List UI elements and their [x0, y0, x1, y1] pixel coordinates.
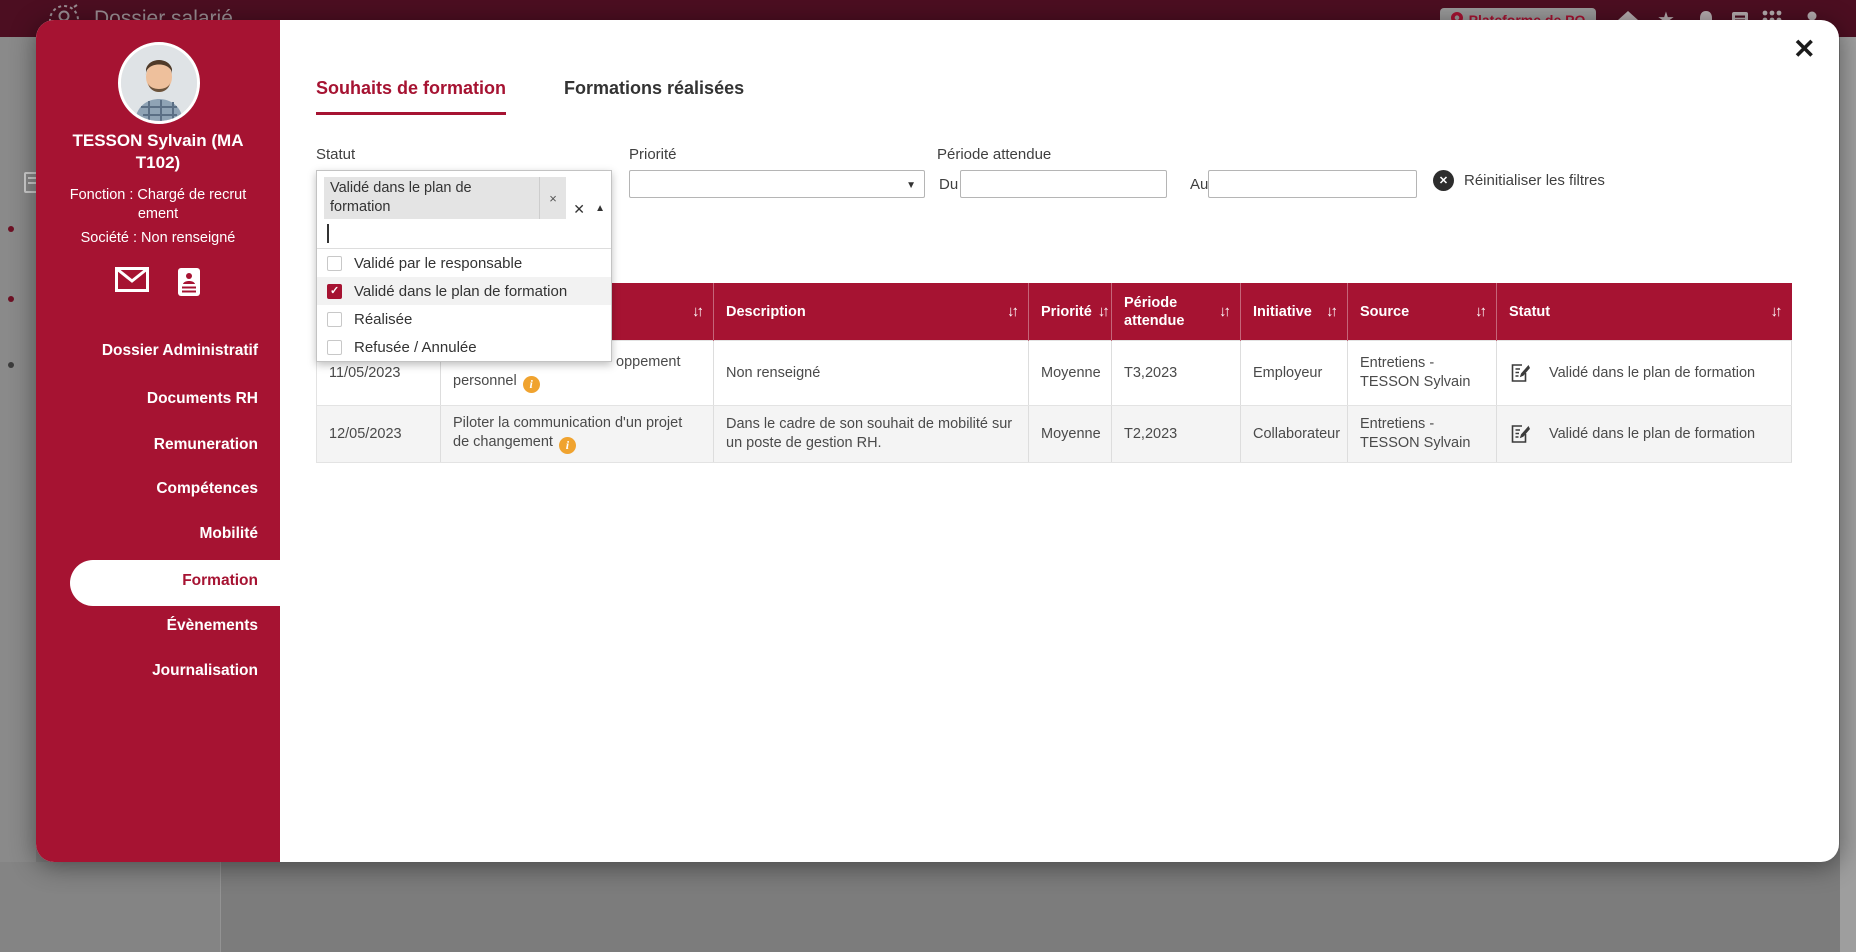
statut-option-valide-dans-le-plan[interactable]: Validé dans le plan de formation	[317, 277, 611, 305]
cell-description: Dans le cadre de son souhait de mobilité…	[713, 405, 1029, 463]
sidebar-item-dossier-administratif[interactable]: Dossier Administratif	[101, 342, 258, 359]
sort-icon[interactable]: ↓↑	[1475, 303, 1487, 320]
checkbox-icon[interactable]	[327, 339, 342, 355]
employee-record-modal: TESSON Sylvain (MAT102) Fonction : Charg…	[36, 20, 1839, 862]
cell-initiative: Employeur	[1240, 340, 1348, 406]
sort-icon[interactable]: ↓↑	[1770, 303, 1783, 320]
reset-filters-button[interactable]: ✕ Réinitialiser les filtres	[1433, 170, 1605, 191]
divider	[317, 248, 611, 249]
info-icon[interactable]: i	[558, 437, 576, 454]
sort-icon[interactable]: ↓↑	[1219, 303, 1231, 320]
sidebar-item-formation[interactable]: Formation	[182, 572, 258, 589]
du-date-input[interactable]	[960, 170, 1167, 198]
formation-wishes-table: ↓↑ ↓↑ Description↓↑ Priorité↓↑ Période a…	[316, 283, 1792, 463]
background-bullet	[8, 362, 14, 368]
background-left-rail	[0, 37, 36, 862]
cell-priorite: Moyenne	[1028, 405, 1112, 463]
statut-option-valide-par-le-responsable[interactable]: Validé par le responsable	[317, 249, 611, 277]
cell-periode: T2,2023	[1111, 405, 1241, 463]
statut-option-realisee[interactable]: Réalisée	[317, 305, 611, 333]
checkbox-icon[interactable]	[327, 255, 342, 271]
priorite-filter-label: Priorité	[629, 146, 677, 163]
employee-company: Société : Non renseigné	[80, 230, 236, 246]
badge-icon[interactable]	[177, 267, 201, 297]
col-header-priorite: Priorité ↓↑	[1028, 283, 1112, 341]
au-date-input[interactable]	[1208, 170, 1417, 198]
sort-icon[interactable]: ↓↑	[1097, 303, 1110, 320]
background-bullet	[8, 296, 14, 302]
statut-multiselect-dropdown[interactable]: Validé dans le plan de formation × ✕ ▲ V…	[316, 170, 612, 362]
clear-all-icon[interactable]: ✕	[573, 201, 585, 217]
circle-x-icon: ✕	[1433, 170, 1454, 191]
text-cursor	[327, 224, 329, 243]
sidebar-item-competences[interactable]: Compétences	[156, 480, 258, 497]
cell-libelle: Piloter la communication d'un projet de …	[440, 405, 714, 463]
cell-source: Entretiens - TESSON Sylvain	[1347, 340, 1497, 406]
statut-filter-label: Statut	[316, 146, 356, 163]
background-sidebar-bottom	[0, 862, 221, 952]
table-row: 12/05/2023 Piloter la communication d'un…	[316, 405, 1792, 463]
statut-option-refusee-annulee[interactable]: Refusée / Annulée	[317, 333, 611, 361]
col-header-source: Source ↓↑	[1347, 283, 1497, 341]
periode-filter-label: Période attendue	[937, 146, 1052, 163]
cell-priorite: Moyenne	[1028, 340, 1112, 406]
sort-icon[interactable]: ↓↑	[1007, 303, 1019, 320]
chip-label: Validé dans le plan de formation	[330, 180, 472, 215]
cell-date: 12/05/2023	[316, 405, 441, 463]
col-header-initiative: Initiative ↓↑	[1240, 283, 1348, 341]
avatar	[118, 42, 200, 124]
selected-filter-chip: Validé dans le plan de formation ×	[324, 177, 566, 219]
checkbox-icon[interactable]	[327, 311, 342, 327]
col-header-statut: Statut ↓↑	[1496, 283, 1792, 341]
cell-initiative: Collaborateur	[1240, 405, 1348, 463]
du-label: Du	[939, 176, 959, 193]
employee-function: Fonction : Chargé de recrutement	[69, 187, 247, 222]
sidebar-item-documents-rh[interactable]: Documents RH	[146, 390, 258, 407]
edit-status-icon[interactable]	[1509, 362, 1531, 384]
sidebar-item-evenements[interactable]: Évènements	[166, 617, 258, 634]
page-scrollbar[interactable]	[1840, 37, 1856, 952]
cell-periode: T3,2023	[1111, 340, 1241, 406]
cell-statut: Validé dans le plan de formation	[1496, 405, 1792, 463]
sidebar-item-journalisation[interactable]: Journalisation	[152, 662, 258, 679]
col-header-periode-attendue: Période attendue ↓↑	[1111, 283, 1241, 341]
sidebar-item-remuneration[interactable]: Remuneration	[153, 436, 258, 453]
sidebar-item-mobilite[interactable]: Mobilité	[199, 525, 258, 542]
chevron-up-icon[interactable]: ▲	[595, 203, 605, 214]
statut-text: Validé dans le plan de formation	[1549, 425, 1756, 442]
tab-formations-realisees[interactable]: Formations réalisées	[564, 78, 745, 98]
au-label: Au	[1190, 176, 1209, 193]
profile-panel: TESSON Sylvain (MAT102) Fonction : Charg…	[36, 20, 280, 862]
sort-icon[interactable]: ↓↑	[1326, 303, 1338, 320]
edit-status-icon[interactable]	[1509, 423, 1531, 445]
info-icon[interactable]: i	[522, 376, 540, 393]
priorite-select[interactable]: ▼	[629, 170, 925, 198]
cell-description: Non renseigné	[713, 340, 1029, 406]
sort-icon[interactable]: ↓↑	[692, 303, 704, 320]
cell-source: Entretiens - TESSON Sylvain	[1347, 405, 1497, 463]
cell-statut: Validé dans le plan de formation	[1496, 340, 1792, 406]
col-header-description: Description ↓↑	[713, 283, 1029, 341]
employee-name: TESSON Sylvain (MAT102)	[72, 131, 244, 172]
background-bullet	[8, 226, 14, 232]
close-icon[interactable]: ✕	[1793, 34, 1816, 64]
modal-content: ✕ Souhaits de formation Formations réali…	[280, 20, 1839, 862]
active-menu-highlight	[70, 560, 280, 606]
checkbox-checked-icon[interactable]	[327, 283, 342, 299]
tab-bar: Souhaits de formation Formations réalisé…	[316, 78, 744, 115]
reset-filters-label: Réinitialiser les filtres	[1464, 172, 1605, 189]
chip-remove-icon[interactable]: ×	[539, 177, 566, 219]
tab-souhaits-de-formation[interactable]: Souhaits de formation	[316, 78, 507, 115]
statut-text: Validé dans le plan de formation	[1549, 364, 1756, 381]
mail-icon[interactable]	[115, 267, 149, 292]
chevron-down-icon[interactable]: ▼	[906, 180, 916, 191]
